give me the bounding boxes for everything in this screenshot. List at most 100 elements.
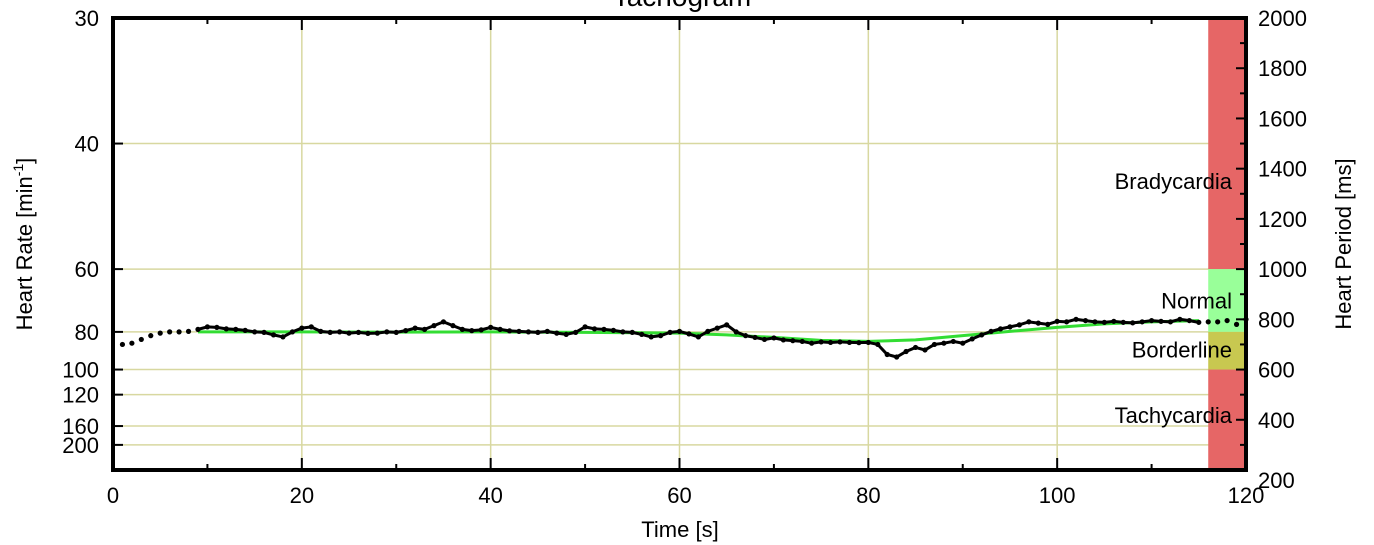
- rr-interval-point: [1120, 319, 1126, 325]
- rr-interval-point: [440, 319, 447, 325]
- rr-interval-point: [1167, 319, 1174, 325]
- y-left-tick-label: 160: [62, 414, 99, 439]
- rr-interval-point: [1016, 322, 1023, 328]
- rr-interval-point: [865, 339, 871, 346]
- rr-interval-point: [1026, 319, 1032, 325]
- y-left-axis-label: Heart Rate [min-1]: [10, 158, 37, 331]
- rr-interval-point: [771, 335, 777, 341]
- rr-interval-point: [119, 341, 126, 348]
- rr-interval-point: [195, 326, 201, 332]
- rr-interval-point: [790, 338, 796, 344]
- zone-labels: Bradycardia Normal Borderline Tachycardia: [1115, 169, 1233, 428]
- rr-interval-point: [252, 329, 258, 335]
- rr-interval-point: [421, 326, 428, 332]
- rr-interval-point: [478, 327, 484, 333]
- rr-interval-point: [355, 329, 362, 335]
- rr-interval-point: [629, 329, 635, 335]
- rr-interval-point: [582, 324, 588, 330]
- rr-interval-point: [591, 326, 598, 332]
- rr-interval-point: [686, 331, 692, 337]
- rr-interval-point: [563, 331, 569, 337]
- rr-interval-point: [1045, 321, 1051, 327]
- rr-interval-point: [620, 329, 626, 335]
- rr-interval-point: [761, 336, 768, 343]
- rr-interval-point: [1205, 319, 1211, 325]
- zone-band-borderline: [1208, 331, 1246, 370]
- rr-interval-point: [450, 323, 456, 329]
- rr-interval-point: [554, 330, 560, 336]
- rr-interval-point: [299, 325, 305, 331]
- y-right-tick-label: 1000: [1258, 257, 1307, 282]
- rr-interval-point: [931, 341, 938, 348]
- rr-interval-point: [894, 354, 900, 360]
- rr-interval-point: [365, 330, 371, 336]
- y-right-tick-labels: 200 400 600 800 1000 1200 1400 1600 1800 2000: [1258, 6, 1307, 493]
- y-left-tick-label: 40: [75, 132, 99, 157]
- rr-interval-point: [752, 334, 758, 341]
- rr-interval-point: [658, 333, 664, 339]
- chart-title: Tachogram: [613, 0, 752, 12]
- rr-interval-point: [1082, 317, 1089, 324]
- rr-interval-point: [573, 329, 579, 335]
- rr-interval-point: [912, 344, 919, 351]
- grid-lines: [113, 18, 1246, 470]
- series-layer: [119, 316, 1249, 360]
- rr-interval-point: [129, 340, 135, 346]
- rr-interval-point: [1196, 319, 1202, 325]
- rr-interval-point: [667, 329, 673, 335]
- y-left-tick-label: 100: [62, 358, 99, 383]
- rr-interval-point: [979, 332, 985, 338]
- rr-interval-point: [601, 326, 607, 332]
- rr-interval-point: [875, 341, 881, 348]
- rr-interval-point: [610, 327, 617, 333]
- rr-interval-point: [1064, 319, 1070, 325]
- rr-interval-point: [922, 347, 928, 353]
- zone-band-bradycardia: [1208, 18, 1246, 270]
- x-tick-label: 80: [856, 483, 880, 508]
- rr-interval-point: [950, 338, 956, 345]
- rr-interval-point: [1177, 316, 1183, 322]
- y-left-tick-label: 200: [62, 433, 99, 458]
- y-right-tick-label: 600: [1258, 358, 1295, 383]
- x-tick-label: 60: [667, 483, 691, 508]
- y-left-tick-label: 60: [75, 257, 99, 282]
- rr-interval-point: [223, 326, 229, 332]
- rr-interval-point: [176, 329, 182, 335]
- rr-interval-point: [997, 326, 1004, 332]
- rr-interval-point: [204, 324, 211, 330]
- rr-interval-point: [705, 328, 711, 334]
- rr-interval-point: [469, 328, 475, 334]
- rr-interval-point: [525, 329, 532, 335]
- rr-interval-point: [327, 329, 333, 335]
- y-right-tick-label: 200: [1258, 468, 1295, 493]
- rr-interval-point: [544, 328, 550, 334]
- rr-interval-point: [157, 330, 163, 336]
- x-tick-label: 0: [107, 483, 119, 508]
- y-right-tick-label: 400: [1258, 408, 1295, 433]
- rr-interval-point: [969, 336, 975, 342]
- rr-interval-point: [639, 331, 645, 337]
- rr-interval-point: [742, 333, 749, 339]
- zone-label-normal: Normal: [1161, 289, 1232, 314]
- zone-label-borderline: Borderline: [1132, 337, 1232, 362]
- rr-interval-point: [459, 326, 465, 332]
- x-tick-label: 120: [1228, 483, 1265, 508]
- rr-interval-point: [384, 329, 390, 335]
- rr-interval-point: [148, 333, 154, 339]
- rr-interval-point: [516, 328, 522, 334]
- rr-interval-point: [724, 322, 730, 328]
- rr-interval-point: [535, 329, 541, 335]
- rr-interval-point: [308, 324, 314, 330]
- rr-interval-point: [431, 323, 437, 329]
- rr-interval-point: [1148, 317, 1155, 324]
- rr-interval-point: [714, 325, 720, 331]
- rr-interval-point: [261, 329, 267, 335]
- rr-interval-point: [337, 329, 343, 335]
- rr-interval-point: [506, 328, 513, 334]
- rr-interval-point: [676, 328, 683, 334]
- x-tick-label: 20: [290, 483, 314, 508]
- y-right-tick-label: 1200: [1258, 207, 1307, 232]
- y-left-axis-label-end: ]: [12, 158, 37, 164]
- rr-interval-point: [242, 327, 248, 333]
